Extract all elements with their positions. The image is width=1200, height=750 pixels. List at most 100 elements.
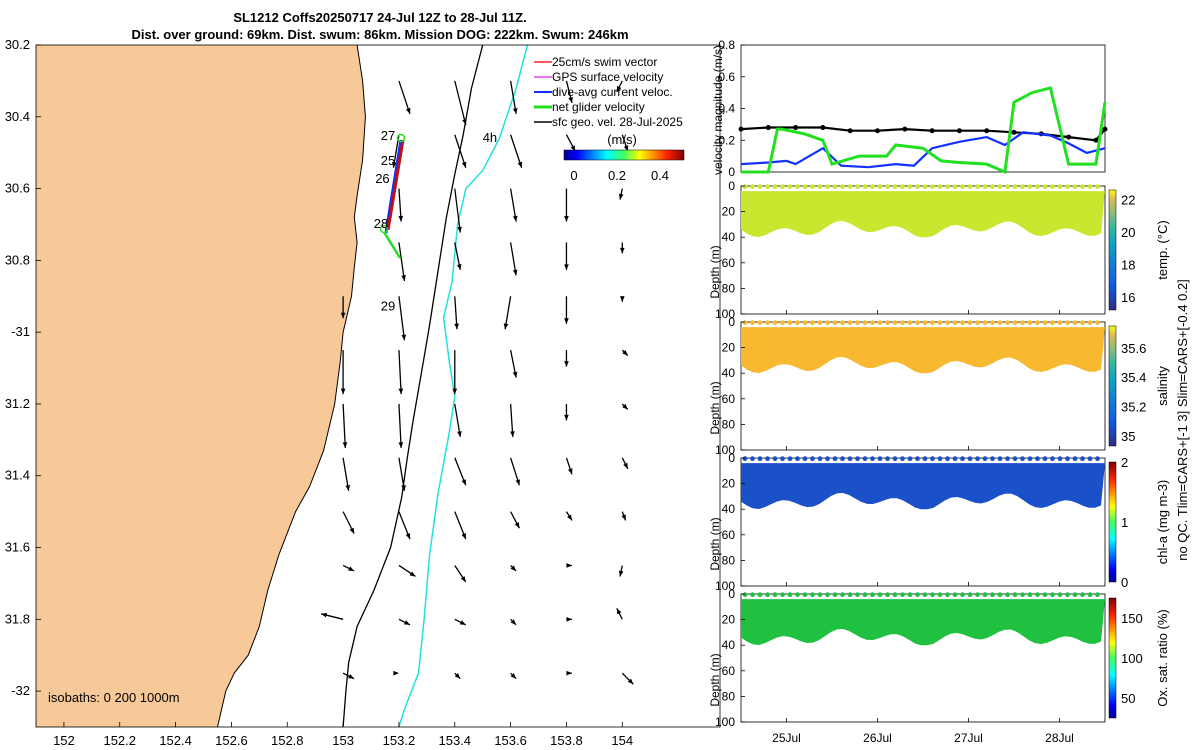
surface-sample-dot	[802, 320, 808, 326]
surface-sample-dot	[945, 320, 950, 326]
map-xtick-label: 153.8	[550, 733, 583, 748]
depth-tick-label: 0	[728, 315, 735, 329]
velocity-series-marker	[875, 128, 880, 134]
surface-sample-dot	[900, 592, 905, 598]
surface-sample-dot	[990, 592, 995, 598]
surface-sample-dot	[997, 320, 1003, 326]
geo-vector-arrowhead	[454, 673, 461, 679]
surface-sample-dot	[750, 184, 755, 190]
surface-sample-dot	[1065, 184, 1070, 190]
surface-sample-dot	[930, 184, 935, 190]
geo-vector-arrowhead	[405, 533, 411, 540]
geo-vector-arrowhead	[401, 484, 406, 491]
profile-data-field	[741, 327, 1105, 374]
surface-sample-dot	[1087, 456, 1093, 462]
surface-sample-dot	[832, 184, 838, 190]
surface-sample-dot	[885, 456, 890, 462]
day-axis-label: 26Jul	[863, 731, 892, 745]
colorbar-tick-label: 0	[1121, 575, 1128, 590]
surface-sample-dot	[772, 184, 778, 190]
geo-vector-arrowhead	[398, 388, 404, 395]
surface-sample-dot	[742, 592, 748, 598]
geo-vector-arrowhead	[567, 468, 573, 475]
surface-sample-dot	[810, 592, 815, 598]
surface-sample-dot	[1080, 184, 1085, 190]
profile-colorbar	[1108, 325, 1117, 447]
surface-sample-dot	[1035, 456, 1040, 462]
surface-sample-dot	[960, 184, 965, 190]
surface-sample-dot	[765, 592, 770, 598]
velocity-series-marker	[956, 128, 962, 134]
surface-sample-dot	[1065, 320, 1070, 326]
track-start-marker	[396, 133, 406, 143]
surface-sample-dot	[772, 456, 778, 462]
geo-vector-arrowhead	[619, 296, 625, 302]
geo-vector-arrow	[509, 188, 517, 222]
surface-sample-dot	[1042, 592, 1048, 598]
surface-sample-dot	[855, 320, 860, 326]
depth-axis-label: Depth (m)	[708, 245, 722, 298]
surface-sample-dot	[780, 456, 785, 462]
surface-sample-dot	[840, 592, 845, 598]
surface-sample-dot	[915, 184, 920, 190]
colorbar-tick-label: 1	[1121, 515, 1128, 530]
day-axis-label: 28Jul	[1045, 731, 1074, 745]
geo-vector-arrowhead	[510, 673, 517, 679]
track-day-label: 4h	[483, 130, 497, 145]
surface-sample-dot	[787, 184, 793, 190]
geo-vector-arrowhead	[510, 565, 517, 571]
geo-vector-arrowhead	[340, 388, 346, 395]
geo-vector-arrowhead	[564, 361, 569, 367]
geo-vector-arrow	[509, 134, 523, 168]
surface-sample-dot	[990, 184, 995, 190]
geo-vector-arrowhead	[517, 161, 523, 168]
map-ytick-label: 31.6	[5, 540, 30, 555]
profile-data-field	[741, 599, 1105, 646]
depth-tick-label: 0	[728, 587, 735, 601]
surface-sample-dot	[832, 320, 838, 326]
surface-sample-dot	[1087, 592, 1093, 598]
geo-vector-arrowhead	[564, 264, 569, 270]
geo-vector-arrowhead	[512, 108, 518, 114]
surface-sample-dot	[907, 456, 913, 462]
velocity-magnitude-panel: 0 0.2 0.4 0.6 0.8 velocity magnitude (m/s)	[711, 38, 1108, 179]
geo-vector-arrow	[454, 80, 467, 126]
surface-sample-dot	[877, 320, 883, 326]
surface-sample-dot	[1005, 320, 1010, 326]
surface-sample-dot	[892, 456, 898, 462]
surface-sample-dot	[1072, 456, 1078, 462]
geo-vector-arrowhead	[401, 334, 407, 341]
track-day-label: 29	[381, 299, 395, 314]
surface-sample-dot	[915, 456, 920, 462]
surface-sample-dot	[900, 320, 905, 326]
surface-sample-dot	[840, 320, 845, 326]
surface-sample-dot	[795, 456, 800, 462]
day-axis-label: 25Jul	[772, 731, 801, 745]
surface-sample-dot	[1020, 592, 1025, 598]
profile-colorbar	[1108, 597, 1117, 719]
surface-sample-dot	[1065, 456, 1070, 462]
geo-vector-arrowhead	[510, 431, 515, 437]
surface-sample-dot	[967, 184, 973, 190]
velocity-series-marker	[1093, 137, 1099, 143]
surface-sample-dot	[870, 456, 875, 462]
surface-sample-dot	[1080, 320, 1085, 326]
surface-sample-dot	[892, 320, 898, 326]
surface-sample-dot	[1050, 320, 1055, 326]
surface-sample-dot	[982, 184, 988, 190]
qc-limits-note: no QC. Tlim=CARS+[-1 3] Slim=CARS+[-0.4 …	[1175, 279, 1190, 561]
surface-sample-dot	[945, 456, 950, 462]
geo-vector-arrowhead	[348, 566, 355, 571]
coastline	[217, 45, 366, 727]
geo-vector-arrowhead	[503, 323, 509, 330]
velocity-series-marker	[793, 125, 799, 131]
surface-sample-dot	[862, 592, 868, 598]
geo-vector-arrowhead	[342, 442, 348, 448]
surface-sample-dot	[1042, 456, 1048, 462]
map-xtick-label: 153.6	[494, 733, 527, 748]
dive-avg-current-track	[384, 139, 403, 234]
geo-vector-arrow	[398, 296, 406, 341]
surface-sample-dot	[757, 184, 763, 190]
speed-colorbar-tick: 0.2	[608, 168, 626, 183]
map-xtick-label: 153	[332, 733, 354, 748]
